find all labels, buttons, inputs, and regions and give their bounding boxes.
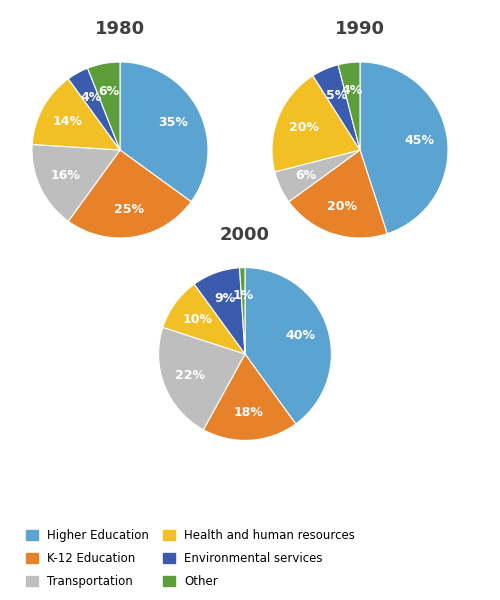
Text: 20%: 20% [326, 200, 356, 214]
Wedge shape [88, 62, 120, 150]
Text: 16%: 16% [51, 169, 81, 182]
Wedge shape [194, 268, 245, 354]
Text: 5%: 5% [326, 89, 347, 101]
Wedge shape [32, 145, 120, 221]
Wedge shape [275, 150, 360, 202]
Text: 1%: 1% [232, 289, 254, 302]
Wedge shape [245, 268, 332, 424]
Text: 6%: 6% [296, 169, 316, 182]
Wedge shape [338, 62, 360, 150]
Wedge shape [68, 68, 120, 150]
Text: 35%: 35% [158, 116, 188, 130]
Text: 25%: 25% [114, 203, 144, 215]
Text: 20%: 20% [290, 121, 320, 134]
Wedge shape [289, 150, 387, 238]
Wedge shape [240, 268, 245, 354]
Wedge shape [120, 62, 208, 202]
Text: 40%: 40% [286, 329, 316, 343]
Wedge shape [360, 62, 448, 233]
Title: 2000: 2000 [220, 226, 270, 244]
Wedge shape [204, 354, 296, 440]
Wedge shape [158, 328, 245, 430]
Text: 9%: 9% [214, 292, 236, 305]
Text: 4%: 4% [80, 91, 102, 104]
Text: 45%: 45% [404, 134, 434, 147]
Wedge shape [163, 284, 245, 354]
Text: 10%: 10% [182, 313, 212, 326]
Title: 1990: 1990 [335, 20, 385, 38]
Text: 22%: 22% [176, 369, 206, 382]
Legend: Higher Education, K-12 Education, Transportation, Health and human resources, En: Higher Education, K-12 Education, Transp… [26, 529, 355, 588]
Wedge shape [68, 150, 191, 238]
Text: 18%: 18% [234, 406, 264, 419]
Text: 6%: 6% [98, 85, 120, 98]
Wedge shape [313, 65, 360, 150]
Text: 14%: 14% [52, 115, 82, 128]
Title: 1980: 1980 [95, 20, 145, 38]
Wedge shape [272, 76, 360, 172]
Wedge shape [32, 79, 120, 150]
Text: 4%: 4% [342, 84, 363, 97]
